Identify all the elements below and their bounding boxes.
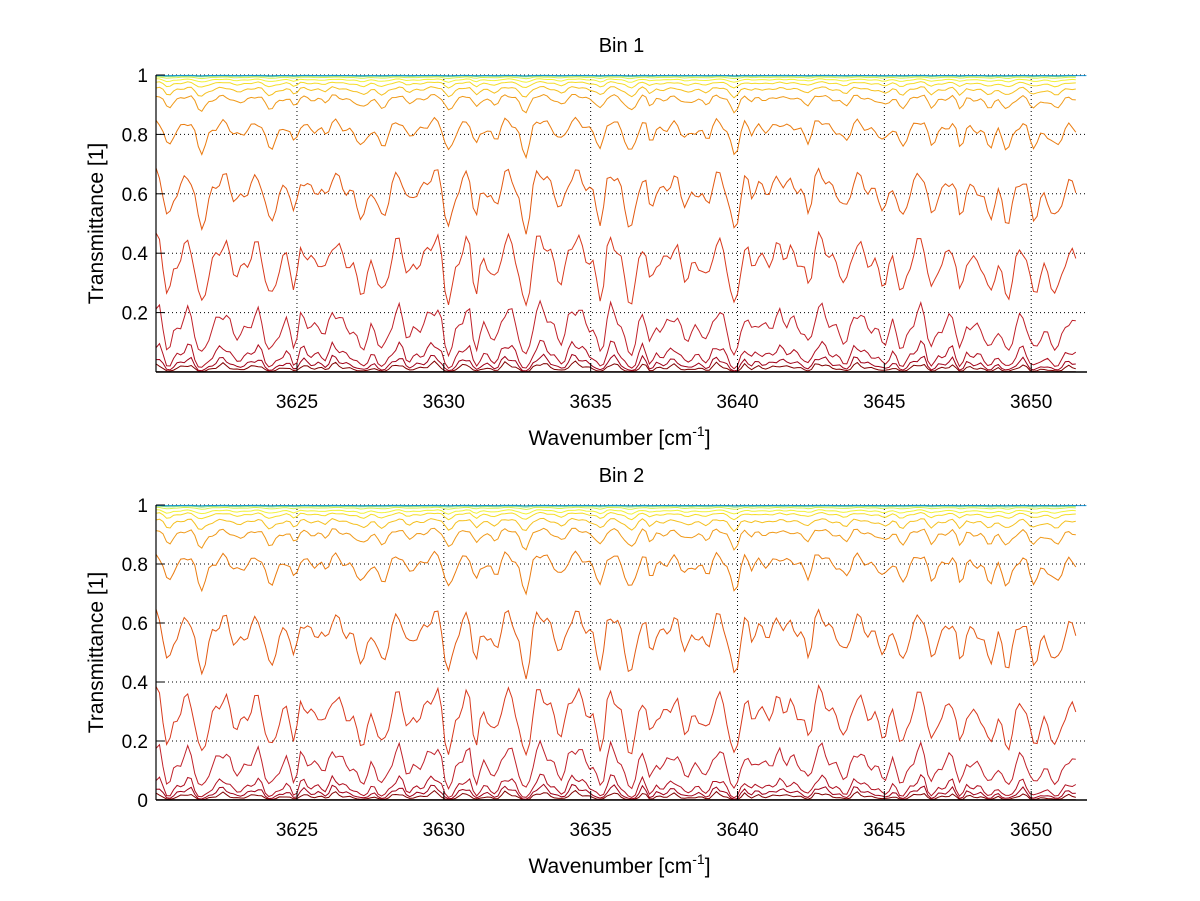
y-tick-label: 0.4 <box>122 673 149 694</box>
x-tick-label: 3645 <box>863 392 905 413</box>
series-line-11 <box>155 80 1076 89</box>
x-axis-label-text: Wavenumber [cm <box>528 855 692 878</box>
series-line-10 <box>155 85 1076 99</box>
y-tick-label: 0.2 <box>122 304 148 325</box>
x-axis-label-superscript: -1 <box>692 851 705 867</box>
series-line-11 <box>155 511 1076 521</box>
series-line-6 <box>155 230 1077 307</box>
series-line-8 <box>155 116 1077 160</box>
x-tick-label: 3640 <box>716 392 758 413</box>
series-line-10 <box>155 517 1076 533</box>
x-tick-label: 3625 <box>276 820 318 841</box>
y-tick-label: 1 <box>137 66 148 87</box>
series-line-2 <box>155 360 1076 373</box>
y-tick-label: 0.8 <box>122 125 148 146</box>
series-line-6 <box>155 684 1077 757</box>
x-axis-label-end: ] <box>705 855 711 878</box>
x-axis-label-end: ] <box>705 427 711 450</box>
x-axis-label-text: Wavenumber [cm <box>528 427 692 450</box>
series-line-2 <box>155 789 1076 801</box>
y-axis-label: Transmittance [1] <box>85 572 108 733</box>
series-line-3 <box>155 353 1076 372</box>
series-line-7 <box>155 608 1077 680</box>
y-axis-label: Transmittance [1] <box>85 143 108 304</box>
series-line-4 <box>155 339 1077 370</box>
x-tick-label: 3650 <box>1010 820 1052 841</box>
x-tick-label: 3645 <box>863 820 905 841</box>
y-tick-label: 0.8 <box>122 555 148 576</box>
x-tick-label: 3640 <box>716 820 758 841</box>
y-tick-label: 1 <box>137 496 148 517</box>
series-line-4 <box>155 773 1077 799</box>
y-tick-label: 0.6 <box>122 614 148 635</box>
series-line-3 <box>155 783 1076 800</box>
x-axis-label: Wavenumber [cm-1] <box>528 423 710 450</box>
x-tick-label: 3635 <box>570 392 612 413</box>
series-line-14 <box>155 505 1076 508</box>
series-group <box>155 504 1087 801</box>
series-line-12 <box>155 509 1076 515</box>
x-axis-label-superscript: -1 <box>692 423 705 439</box>
series-line-9 <box>155 527 1076 551</box>
y-tick-label: 0.4 <box>122 244 149 265</box>
x-tick-label: 3630 <box>423 820 465 841</box>
x-tick-label: 3625 <box>276 392 318 413</box>
chart-panel-1: 3625 3630 3635 3640 3645 3650 0.2 0.4 0.6 0.8 1 Bin… <box>85 35 1087 450</box>
x-tick-label: 3650 <box>1010 392 1052 413</box>
y-tick-label: 0 <box>137 791 148 812</box>
series-line-8 <box>155 550 1077 596</box>
y-tick-label: 0.2 <box>122 732 148 753</box>
chart-title: Bin 1 <box>599 35 645 57</box>
series-line-7 <box>155 167 1077 235</box>
series-line-5 <box>155 299 1076 358</box>
chart-title: Bin 2 <box>599 465 645 487</box>
series-line-12 <box>155 78 1076 83</box>
y-tick-label: 0.6 <box>122 185 148 206</box>
x-tick-label: 3630 <box>423 392 465 413</box>
series-group <box>155 74 1087 373</box>
series-line-13 <box>155 506 1076 511</box>
x-axis-label: Wavenumber [cm-1] <box>528 851 710 878</box>
x-tick-label: 3635 <box>570 820 612 841</box>
chart-panel-2: 3625 3630 3635 3640 3645 3650 0 0.2 0.4 0.6 0.8 1 Bi… <box>85 465 1087 878</box>
series-line-13 <box>155 76 1076 80</box>
series-line-5 <box>155 739 1076 791</box>
series-line-9 <box>155 93 1076 114</box>
